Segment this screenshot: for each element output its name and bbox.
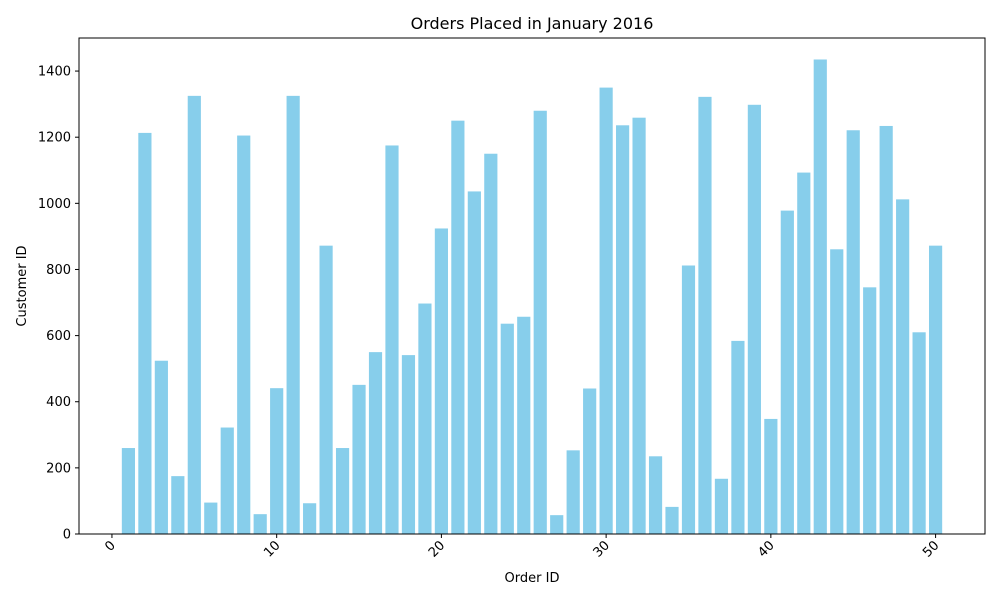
bar-order-32 xyxy=(632,117,646,534)
y-tick-label: 400 xyxy=(46,395,71,410)
bar-order-30 xyxy=(599,87,613,534)
bar-order-21 xyxy=(451,120,465,535)
bar-order-25 xyxy=(517,316,531,534)
bar-order-1 xyxy=(121,448,136,534)
bar-order-44 xyxy=(830,249,844,534)
bar-order-11 xyxy=(286,95,300,534)
bar-order-6 xyxy=(204,502,218,534)
bar-order-36 xyxy=(698,96,712,534)
bar-order-46 xyxy=(863,287,877,534)
bar-order-34 xyxy=(665,506,679,534)
bar-order-20 xyxy=(434,228,448,535)
bar-order-10 xyxy=(270,388,284,534)
bar-order-5 xyxy=(187,95,201,534)
bar-order-45 xyxy=(846,130,860,535)
bar-order-23 xyxy=(484,153,498,534)
bar-order-48 xyxy=(896,199,910,534)
chart-title: Orders Placed in January 2016 xyxy=(411,14,654,33)
y-axis-label: Customer ID xyxy=(15,245,30,326)
y-tick-label: 600 xyxy=(46,329,71,344)
bar-order-27 xyxy=(550,515,564,534)
bar-order-47 xyxy=(879,125,893,534)
x-axis-ticks: 0 10 20 30 40 50 xyxy=(102,534,942,561)
y-tick-label: 0 xyxy=(63,528,71,543)
bar-order-15 xyxy=(352,384,366,534)
bar-order-37 xyxy=(714,478,729,534)
x-tick-label: 30 xyxy=(591,538,613,560)
y-tick-label: 1200 xyxy=(38,131,71,146)
bar-order-38 xyxy=(731,340,745,534)
bar-order-2 xyxy=(138,132,152,534)
bar-order-40 xyxy=(764,418,778,534)
bar-order-16 xyxy=(368,352,383,534)
bar-order-41 xyxy=(780,210,794,534)
x-tick-label: 0 xyxy=(102,538,118,554)
bar-order-7 xyxy=(220,427,234,534)
x-tick-label: 10 xyxy=(261,538,283,560)
bar-order-3 xyxy=(154,360,168,534)
bar-order-26 xyxy=(533,110,547,534)
y-axis-ticks: 0 200 400 600 800 1000 1200 1400 xyxy=(38,65,79,543)
bar-order-50 xyxy=(928,245,943,534)
bar-order-24 xyxy=(500,323,514,534)
y-tick-label: 800 xyxy=(46,263,71,278)
bar-order-8 xyxy=(237,135,251,534)
bars-group xyxy=(121,59,943,535)
bar-order-42 xyxy=(797,172,811,534)
bar-order-9 xyxy=(253,514,267,534)
bar-order-28 xyxy=(566,450,580,534)
bar-order-12 xyxy=(303,503,317,534)
bar-order-4 xyxy=(171,476,185,534)
bar-order-43 xyxy=(813,59,827,534)
y-tick-label: 200 xyxy=(46,461,71,476)
bar-order-17 xyxy=(385,145,399,534)
bar-order-19 xyxy=(418,303,432,534)
bar-order-29 xyxy=(583,388,597,534)
bar-order-14 xyxy=(335,448,350,534)
bar-order-18 xyxy=(401,355,416,534)
x-tick-label: 40 xyxy=(755,538,777,560)
x-tick-label: 50 xyxy=(920,538,942,560)
bar-order-31 xyxy=(616,125,630,535)
y-tick-label: 1400 xyxy=(38,65,71,80)
bar-order-33 xyxy=(648,456,663,534)
bar-order-22 xyxy=(467,191,481,535)
bar-order-39 xyxy=(747,104,761,534)
x-tick-label: 20 xyxy=(426,538,448,560)
bar-order-49 xyxy=(912,332,926,534)
bar-order-35 xyxy=(681,265,696,534)
x-axis-label: Order ID xyxy=(505,571,560,586)
bar-order-13 xyxy=(319,245,333,534)
y-tick-label: 1000 xyxy=(38,197,71,212)
plot-frame xyxy=(78,37,986,535)
